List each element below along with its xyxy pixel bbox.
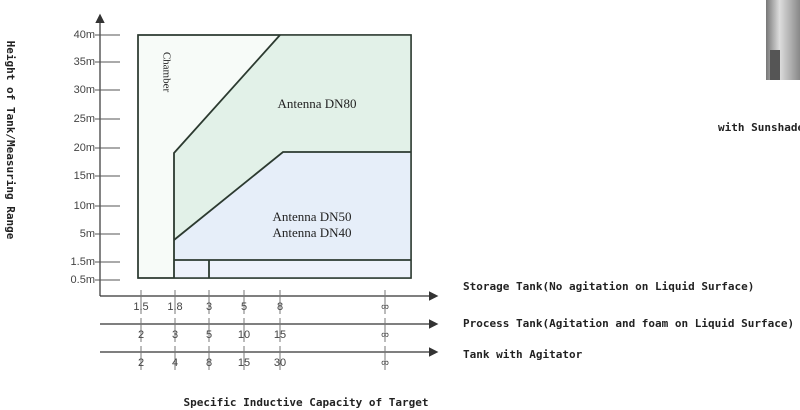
y-ticks: 40m 35m 30m 25m 20m 15m 10m 5m 1.5m 0.5m: [71, 29, 120, 286]
side-caption: with Sunshade: [718, 121, 800, 134]
y-tick-label: 10m: [74, 200, 95, 212]
row-tick-label: 15: [274, 329, 286, 341]
y-tick-label: 35m: [74, 56, 95, 68]
row-tick-label: 1.5: [133, 301, 148, 313]
row-tick-label: 15: [238, 357, 250, 369]
row-tick-label: ∞: [381, 301, 389, 313]
row-label: Tank with Agitator: [463, 348, 583, 361]
region-label: Antenna DN50: [272, 209, 351, 224]
x-axis-label: Specific Inductive Capacity of Target: [183, 396, 428, 409]
y-tick-label: 15m: [74, 170, 95, 182]
row-tick-label: 2: [138, 357, 144, 369]
y-tick-label: 20m: [74, 142, 95, 154]
y-tick-label: 1.5m: [71, 256, 95, 268]
y-tick-label: 5m: [80, 228, 95, 240]
diagram: with Sunshade Height of Tank/Measuring R…: [0, 0, 800, 410]
y-tick-label: 0.5m: [71, 274, 95, 286]
row-tick-label: 5: [206, 329, 212, 341]
region-label: Antenna DN40: [272, 225, 351, 240]
row-tick-label: 3: [172, 329, 178, 341]
row-tick-label: 3: [206, 301, 212, 313]
row-tick-label: 10: [238, 329, 250, 341]
row-tick-label: 30: [274, 357, 286, 369]
region-label: Antenna DN80: [277, 96, 356, 111]
x-rows: Storage Tank(No agitation on Liquid Surf…: [100, 280, 794, 370]
chamber-label: Chamber: [160, 52, 172, 93]
row-tick-label: 1.8: [167, 301, 182, 313]
row-tick-label: ∞: [381, 329, 389, 341]
y-axis-label: Height of Tank/Measuring Range: [4, 41, 17, 240]
row-tick-label: 4: [172, 357, 178, 369]
y-tick-label: 25m: [74, 113, 95, 125]
row-tick-label: 8: [277, 301, 283, 313]
row-tick-label: ∞: [381, 357, 389, 369]
row-tick-label: 2: [138, 329, 144, 341]
row-tick-label: 5: [241, 301, 247, 313]
row-label: Storage Tank(No agitation on Liquid Surf…: [463, 280, 754, 293]
row-label: Process Tank(Agitation and foam on Liqui…: [463, 317, 794, 330]
product-photo-detail: [770, 50, 780, 80]
y-tick-label: 30m: [74, 84, 95, 96]
y-tick-label: 40m: [74, 29, 95, 41]
row-tick-label: 8: [206, 357, 212, 369]
